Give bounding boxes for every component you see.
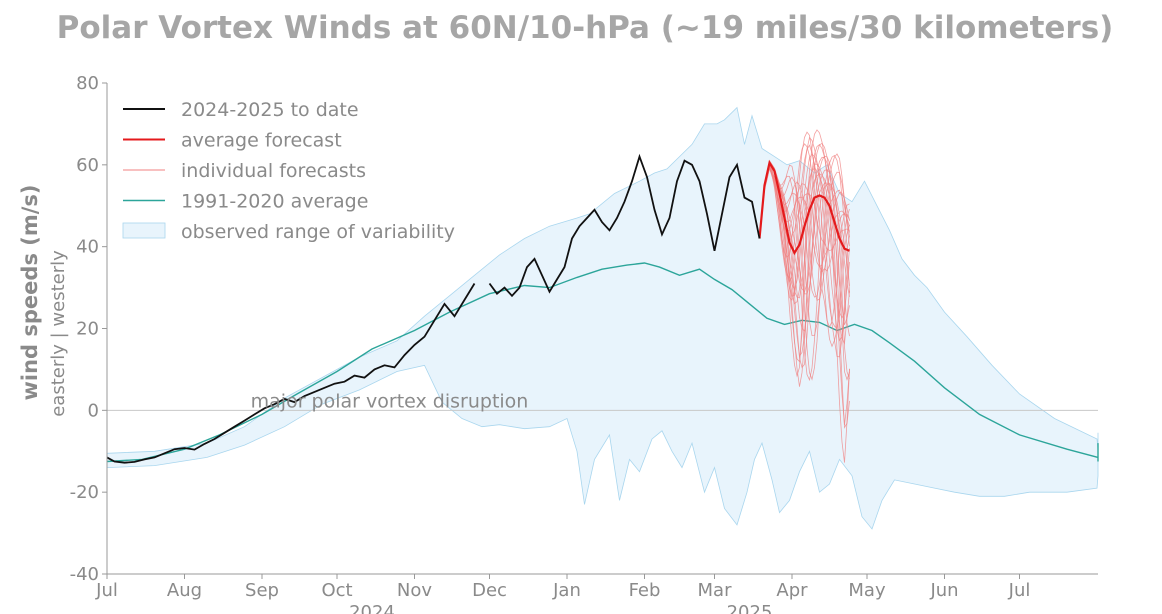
legend-label: 2024-2025 to date: [181, 99, 359, 121]
y-tick-label: -40: [70, 564, 99, 585]
individual-forecast-line: [759, 144, 850, 330]
legend-label: individual forecasts: [181, 160, 366, 182]
annotation-major-disruption: major polar vortex disruption: [251, 390, 529, 412]
x-year-label: 2025: [727, 602, 773, 614]
legend: 2024-2025 to date average forecast individ…: [122, 99, 455, 243]
axes-layer: -40 -20 0 20 40 60 80 Jul Aug Sep Oct Nov Dec Jan Feb M…: [70, 73, 1098, 614]
individual-forecast-line: [759, 144, 850, 425]
y-axis-sublabel: easterly | westerly: [48, 250, 69, 417]
climatology-line: [106, 262, 1099, 463]
y-tick-label: 40: [76, 237, 99, 258]
y-axis-label: wind speeds (m/s): [18, 185, 42, 401]
y-tick-label: 60: [76, 155, 99, 176]
x-tick-label: Aug: [167, 580, 202, 601]
x-tick-label: Jul: [95, 580, 118, 601]
legend-swatch: [122, 222, 166, 239]
average-forecast-line: [758, 159, 850, 256]
y-tick-label: 0: [88, 400, 99, 421]
x-tick-label: Apr: [776, 580, 808, 601]
x-tick-label: Sep: [245, 580, 279, 601]
x-tick-label: Oct: [321, 580, 352, 601]
x-tick-label: Mar: [698, 580, 733, 601]
x-tick-label: Jul: [1008, 580, 1031, 601]
x-tick-label: Jun: [929, 580, 958, 601]
average-forecast-layer: [758, 159, 850, 256]
chart-title: Polar Vortex Winds at 60N/10-hPa (~19 mi…: [56, 10, 1114, 46]
observed-line: [106, 153, 761, 464]
observed-layer: [106, 153, 761, 464]
variability-range-layer: [106, 106, 1099, 530]
x-year-label: 2024: [349, 602, 395, 614]
climatology-layer: [106, 262, 1099, 463]
x-tick-label: Jan: [552, 580, 581, 601]
legend-label: 1991-2020 average: [181, 191, 368, 213]
x-tick-label: Dec: [472, 580, 507, 601]
x-tick-label: Nov: [397, 580, 432, 601]
y-tick-label: 20: [76, 319, 99, 340]
individual-forecast-line: [759, 143, 850, 329]
y-tick-label: -20: [70, 482, 99, 503]
variability-band: [106, 106, 1099, 530]
legend-label: observed range of variability: [181, 221, 455, 243]
x-tick-label: Feb: [629, 580, 661, 601]
individual-forecast-line: [759, 153, 850, 381]
legend-label: average forecast: [181, 130, 342, 152]
y-tick-label: 80: [76, 73, 99, 94]
x-tick-label: May: [848, 580, 886, 601]
